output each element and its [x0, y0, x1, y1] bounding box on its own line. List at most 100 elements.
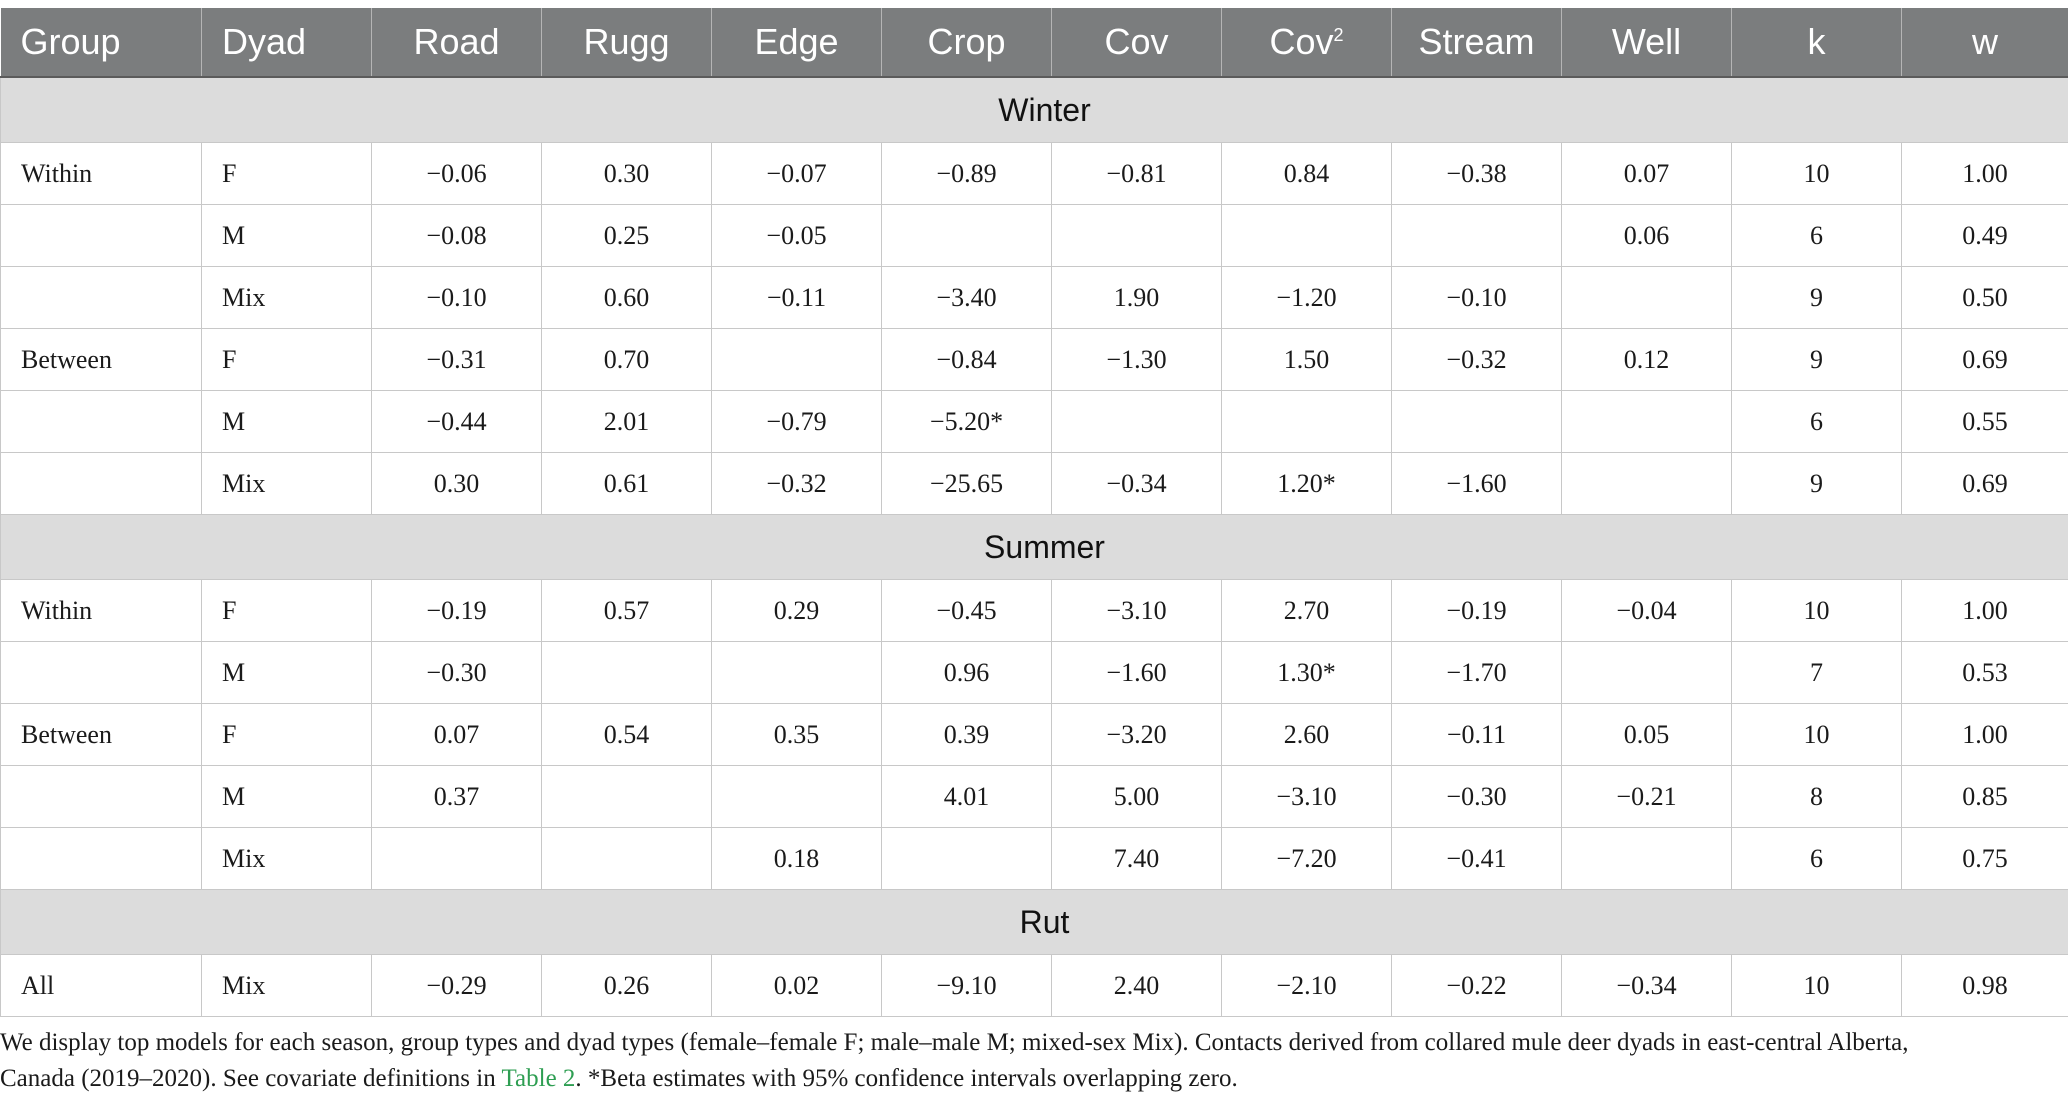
value-cell: [1561, 452, 1732, 515]
dyad-cell: Mix: [201, 266, 372, 329]
value-cell: −0.06: [371, 142, 542, 205]
value-cell: −0.22: [1391, 954, 1562, 1017]
value-cell: −0.38: [1391, 142, 1562, 205]
season-row: Rut: [0, 889, 2068, 955]
column-header: Road: [371, 8, 542, 78]
value-cell: 1.50: [1221, 328, 1392, 391]
value-cell: −0.44: [371, 390, 542, 453]
table-row: Within F −0.19 0.57 0.29 −0.45 −3.10 2.70 −0.19−…: [0, 579, 2068, 642]
value-cell: 0.84: [1221, 142, 1392, 205]
value-cell: −1.20: [1221, 266, 1392, 329]
value-cell: −0.84: [881, 328, 1052, 391]
table-row: Between F −0.31 0.70 −0.84 −1.30 1.50 −0.32 0.12…: [0, 328, 2068, 391]
value-cell: [711, 641, 882, 704]
table-row: Within F −0.06 0.30 −0.07 −0.89 −0.81 0.84 −0.38…: [0, 142, 2068, 205]
value-cell: [711, 765, 882, 828]
value-cell: 2.01: [541, 390, 712, 453]
value-cell: −0.32: [1391, 328, 1562, 391]
group-cell: [0, 765, 202, 828]
value-cell: 9: [1731, 266, 1902, 329]
value-cell: [371, 827, 542, 890]
value-cell: −0.30: [1391, 765, 1562, 828]
table-footnote: We display top models for each season, g…: [0, 1025, 2060, 1097]
column-header: Edge: [711, 8, 882, 78]
value-cell: 0.26: [541, 954, 712, 1017]
group-cell: Between: [0, 328, 202, 391]
column-header: k: [1731, 8, 1902, 78]
value-cell: 0.07: [371, 703, 542, 766]
value-cell: [1561, 266, 1732, 329]
value-cell: 0.54: [541, 703, 712, 766]
value-cell: −5.20*: [881, 390, 1052, 453]
value-cell: 10: [1731, 703, 1902, 766]
dyad-cell: Mix: [201, 452, 372, 515]
value-cell: 0.60: [541, 266, 712, 329]
column-header: w: [1901, 8, 2068, 78]
value-cell: 1.30*: [1221, 641, 1392, 704]
value-cell: [1561, 827, 1732, 890]
group-cell: All: [0, 954, 202, 1017]
value-cell: [1221, 204, 1392, 267]
value-cell: −0.34: [1051, 452, 1222, 515]
value-cell: −0.04: [1561, 579, 1732, 642]
season-label: Summer: [0, 514, 2068, 580]
value-cell: −0.19: [371, 579, 542, 642]
dyad-cell: F: [201, 703, 372, 766]
value-cell: [1391, 204, 1562, 267]
value-cell: 6: [1731, 827, 1902, 890]
value-cell: −0.79: [711, 390, 882, 453]
value-cell: 9: [1731, 328, 1902, 391]
value-cell: −3.40: [881, 266, 1052, 329]
dyad-cell: Mix: [201, 827, 372, 890]
value-cell: 2.70: [1221, 579, 1392, 642]
dyad-cell: F: [201, 142, 372, 205]
dyad-cell: Mix: [201, 954, 372, 1017]
value-cell: −9.10: [881, 954, 1052, 1017]
value-cell: 4.01: [881, 765, 1052, 828]
value-cell: [1391, 390, 1562, 453]
value-cell: [1561, 390, 1732, 453]
table-2-link[interactable]: Table 2: [501, 1065, 576, 1092]
header-row: Group Dyad Road Rugg Edge Crop Cov Cov2 Stream We…: [0, 8, 2068, 78]
value-cell: −0.21: [1561, 765, 1732, 828]
value-cell: −0.30: [371, 641, 542, 704]
value-cell: 0.61: [541, 452, 712, 515]
value-cell: 0.25: [541, 204, 712, 267]
value-cell: 0.39: [881, 703, 1052, 766]
footnote-line-1: We display top models for each season, g…: [0, 1029, 1909, 1056]
value-cell: −3.10: [1051, 579, 1222, 642]
value-cell: −0.05: [711, 204, 882, 267]
season-label: Rut: [0, 889, 2068, 955]
value-cell: −0.11: [1391, 703, 1562, 766]
season-row: Summer: [0, 514, 2068, 580]
value-cell: −0.10: [1391, 266, 1562, 329]
value-cell: 0.35: [711, 703, 882, 766]
value-cell: 1.00: [1901, 703, 2068, 766]
value-cell: −0.81: [1051, 142, 1222, 205]
column-header: Rugg: [541, 8, 712, 78]
value-cell: 1.00: [1901, 579, 2068, 642]
dyad-cell: M: [201, 765, 372, 828]
value-cell: [881, 204, 1052, 267]
group-cell: [0, 204, 202, 267]
group-cell: Between: [0, 703, 202, 766]
table-row: M −0.44 2.01 −0.79 −5.20* 6 0.55: [0, 390, 2068, 453]
squared-superscript: 2: [1333, 25, 1344, 45]
value-cell: 10: [1731, 142, 1902, 205]
footnote-line-2: Canada (2019–2020). See covariate defini…: [0, 1061, 2060, 1097]
table-row: Mix 0.18 7.40 −7.20 −0.41 6 0.75: [0, 827, 2068, 890]
value-cell: −0.45: [881, 579, 1052, 642]
value-cell: [541, 827, 712, 890]
value-cell: 0.05: [1561, 703, 1732, 766]
value-cell: −0.08: [371, 204, 542, 267]
footnote-text-after-link: . *Beta estimates with 95% confidence in…: [575, 1065, 1238, 1092]
value-cell: 7: [1731, 641, 1902, 704]
value-cell: 0.49: [1901, 204, 2068, 267]
value-cell: 7.40: [1051, 827, 1222, 890]
table-row: M −0.30 0.96 −1.60 1.30* −1.70 7 0.53: [0, 641, 2068, 704]
value-cell: 10: [1731, 579, 1902, 642]
value-cell: 0.30: [541, 142, 712, 205]
value-cell: −0.89: [881, 142, 1052, 205]
table-row: Mix −0.10 0.60 −0.11 −3.40 1.90 −1.20 −0.10 9 0.5…: [0, 266, 2068, 329]
value-cell: 6: [1731, 390, 1902, 453]
